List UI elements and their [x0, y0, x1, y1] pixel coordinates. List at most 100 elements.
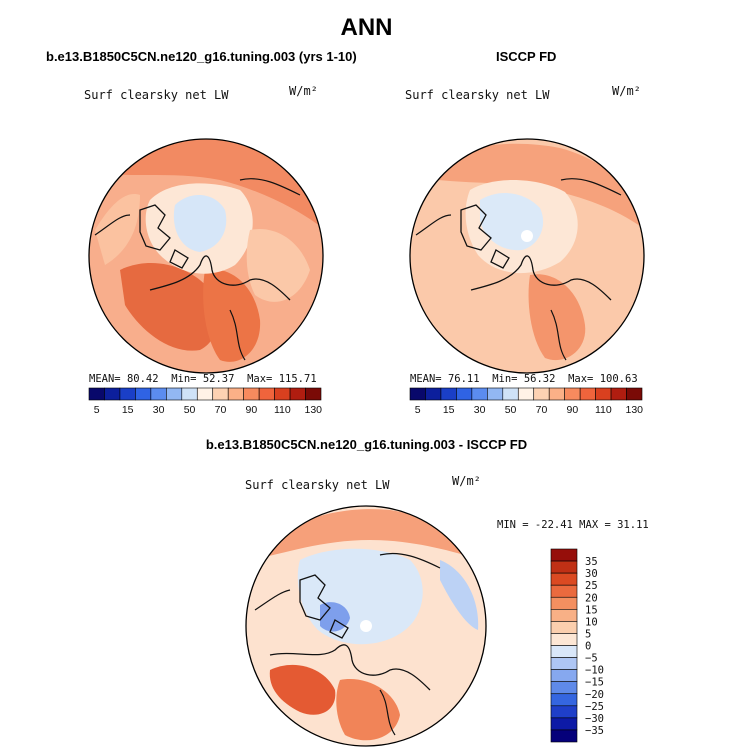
- diff-continent-coastline: [269, 644, 431, 691]
- diff-variable-label: Surf clearsky net LW: [245, 478, 390, 492]
- left-europe-warm-region: [203, 269, 261, 362]
- right-colorbar-box: [456, 387, 473, 401]
- right-max-label: Max=: [568, 373, 594, 385]
- left-colorbar-box: [243, 387, 260, 401]
- diff-colorbar-tick-label: 10: [585, 616, 598, 628]
- left-mean-value: 80.42: [126, 373, 159, 385]
- diff-colorbar-tick-label: 20: [585, 592, 598, 604]
- diff-colorbar-tick-label: 25: [585, 580, 598, 592]
- left-colorbar-box: [227, 387, 244, 401]
- right-colorbar-tick-label: 70: [536, 404, 548, 416]
- left-panel-title: b.e13.B1850C5CN.ne120_g16.tuning.003 (yr…: [46, 49, 357, 64]
- left-colorbar-box: [135, 387, 152, 401]
- left-polar-map: [88, 138, 324, 374]
- left-colorbar-tick-label: 130: [305, 404, 323, 416]
- diff-polar-map: [245, 505, 487, 747]
- left-colorbar-tick-label: 50: [184, 404, 196, 416]
- right-colorbar-tick-label: 130: [626, 404, 644, 416]
- diff-colorbar-box: [550, 657, 578, 670]
- left-max-label: Max=: [247, 373, 273, 385]
- left-min-label: Min=: [171, 373, 197, 385]
- left-colorbar-box: [150, 387, 167, 401]
- diff-colorbar-tick-label: 5: [585, 628, 591, 640]
- diff-colorbar-box: [550, 596, 578, 610]
- left-colorbar-tick-label: 70: [215, 404, 227, 416]
- left-colorbar-box: [274, 387, 291, 401]
- diff-colorbar-box: [550, 633, 578, 646]
- right-pacific-warm-region: [410, 143, 644, 230]
- right-archipelago-coastline: [460, 204, 510, 269]
- left-colorbar-box: [258, 387, 275, 401]
- diff-archipelago-coastline: [299, 574, 349, 639]
- right-panel-title: ISCCP FD: [496, 49, 557, 64]
- right-colorbar: 5 15 30 50 70 90 110 130: [409, 387, 644, 416]
- left-colorbar-tick-label: 90: [246, 404, 258, 416]
- right-colorbar-box: [626, 387, 643, 401]
- diff-colorbar-tick-label: −25: [585, 701, 604, 713]
- right-max-value: 100.63: [599, 373, 638, 385]
- diff-colorbar-box: [550, 669, 578, 682]
- left-siberia-region: [246, 229, 310, 302]
- left-variable-label: Surf clearsky net LW: [84, 88, 229, 102]
- right-pole-missing-data: [521, 230, 533, 242]
- left-atlantic-warm-region: [120, 262, 219, 351]
- right-colorbar-tick-label: 15: [443, 404, 455, 416]
- diff-siberia-cool-region: [440, 560, 479, 630]
- right-colorbar-box: [610, 387, 627, 401]
- right-europe-warm-region: [528, 274, 586, 361]
- diff-colorbar-tick-label: 0: [585, 641, 591, 653]
- diff-colorbar-tick-label: −30: [585, 713, 604, 725]
- left-continent-coastline: [149, 255, 291, 301]
- left-min-value: 52.37: [202, 373, 235, 385]
- diff-colorbar-box: [550, 681, 578, 695]
- diff-colorbar-box: [550, 693, 578, 707]
- right-units-label: W/m²: [612, 84, 641, 98]
- figure-title: ANN: [340, 14, 393, 41]
- right-min-label: Min=: [492, 373, 518, 385]
- diff-colorbar-tick-label: 30: [585, 568, 598, 580]
- left-colorbar-box: [196, 387, 214, 401]
- diff-colorbar-tick-label: 35: [585, 556, 598, 568]
- left-colorbar-box: [88, 387, 105, 401]
- left-north-america-region: [95, 194, 140, 265]
- diff-colorbar-tick-label: −10: [585, 665, 604, 677]
- right-colorbar-tick-label: 50: [505, 404, 517, 416]
- diff-panel-title: b.e13.B1850C5CN.ne120_g16.tuning.003 - I…: [205, 437, 528, 452]
- right-colorbar-tick-label: 90: [567, 404, 579, 416]
- right-colorbar-tick-label: 110: [595, 404, 612, 416]
- right-colorbar-box: [579, 387, 596, 401]
- diff-colorbar-tick-label: −5: [585, 653, 598, 665]
- right-polar-map: [409, 138, 645, 374]
- right-colorbar-box: [595, 387, 612, 401]
- right-stats: MEAN= 76.11 Min= 56.32 Max= 100.63: [410, 373, 638, 385]
- diff-colorbar-box: [550, 729, 578, 743]
- left-max-value: 115.71: [278, 373, 317, 385]
- left-colorbar-box: [212, 387, 229, 401]
- right-variable-label: Surf clearsky net LW: [405, 88, 550, 102]
- diff-colorbar-box: [550, 621, 578, 634]
- right-colorbar-box: [471, 387, 488, 401]
- right-colorbar-box: [564, 387, 581, 401]
- left-colorbar: 5 15 30 50 70 90 110 130: [88, 387, 323, 416]
- left-colorbar-box: [166, 387, 183, 401]
- diff-colorbar-tick-label: −35: [585, 725, 604, 737]
- right-mean-label: MEAN=: [410, 373, 442, 385]
- left-units-label: W/m²: [289, 84, 318, 98]
- left-mean-label: MEAN=: [89, 373, 121, 385]
- right-min-value: 56.32: [523, 373, 556, 385]
- left-colorbar-box: [305, 387, 322, 401]
- right-secondary-coastline: [415, 178, 622, 361]
- right-colorbar-box: [440, 387, 457, 401]
- diff-colorbar-box: [550, 645, 578, 658]
- left-colorbar-box: [289, 387, 306, 401]
- diff-pole-missing-data: [360, 620, 372, 632]
- diff-units-label: W/m²: [452, 474, 481, 488]
- right-colorbar-tick-label: 5: [415, 404, 421, 416]
- right-continent-coastline: [470, 255, 612, 301]
- diff-colorbar-tick-label: −20: [585, 689, 604, 701]
- left-archipelago-coastline: [139, 204, 189, 269]
- diff-colorbar-box: [550, 717, 578, 731]
- diff-secondary-coastline: [254, 552, 441, 736]
- right-colorbar-box: [517, 387, 535, 401]
